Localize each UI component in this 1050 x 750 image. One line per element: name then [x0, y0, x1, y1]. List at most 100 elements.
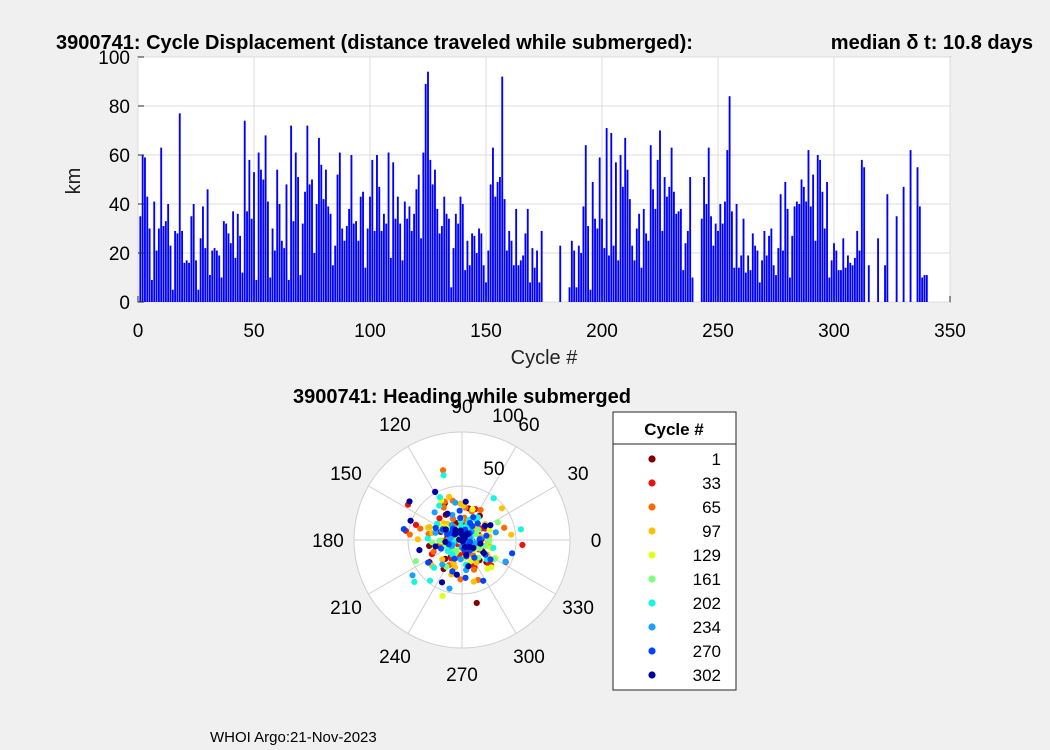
polar-point	[407, 531, 413, 537]
bar	[415, 189, 417, 302]
footer-text: WHOI Argo:21-Nov-2023	[210, 729, 377, 746]
bar	[276, 170, 278, 302]
bar	[538, 282, 540, 302]
bar	[919, 206, 921, 302]
bar	[371, 160, 373, 302]
bar	[754, 246, 756, 302]
polar-point	[460, 538, 466, 544]
bar	[302, 224, 304, 302]
bar	[780, 194, 782, 302]
bar	[715, 224, 717, 302]
bar	[334, 246, 336, 302]
bar	[664, 177, 666, 302]
bar	[402, 260, 404, 302]
bar	[652, 189, 654, 302]
bar	[849, 263, 851, 302]
bar	[678, 211, 680, 302]
bar	[381, 231, 383, 302]
polar-point	[413, 558, 419, 564]
polar-point	[502, 558, 508, 564]
legend-marker	[648, 479, 655, 486]
bar	[842, 238, 844, 302]
bar	[845, 268, 847, 302]
polar-point	[493, 529, 499, 535]
polar-radius-label: 50	[483, 459, 504, 480]
bar	[487, 251, 489, 302]
bar	[796, 202, 798, 302]
bar	[571, 241, 573, 302]
bar	[211, 251, 213, 302]
polar-angle-label: 240	[379, 647, 411, 668]
polar-point	[427, 578, 433, 584]
polar-point	[439, 579, 445, 585]
bar-x-ticks: 0 50 100 150 200 250 300 350	[133, 296, 966, 342]
polar-point	[491, 495, 497, 501]
bar	[473, 236, 475, 302]
polar-radius-label: 100	[492, 406, 524, 427]
bar-chart: 3900741: Cycle Displacement (distance tr…	[56, 32, 1033, 369]
bar	[622, 187, 624, 302]
legend-item-label: 1	[712, 450, 721, 469]
bar-chart-title: 3900741: Cycle Displacement (distance tr…	[56, 32, 693, 54]
polar-point	[469, 523, 475, 529]
bar	[265, 135, 267, 302]
polar-point	[477, 541, 483, 547]
polar-point	[471, 567, 477, 573]
bar	[812, 175, 814, 302]
bar	[629, 199, 631, 302]
polar-point	[463, 499, 469, 505]
bar	[527, 209, 529, 302]
bar	[283, 248, 285, 302]
bar	[378, 187, 380, 302]
bar	[299, 275, 301, 302]
bar	[462, 204, 464, 302]
bar	[337, 175, 339, 302]
polar-point	[415, 536, 421, 542]
polar-point	[425, 535, 431, 541]
bar	[320, 165, 322, 302]
bar	[687, 231, 689, 302]
bar	[750, 270, 752, 302]
bar	[202, 206, 204, 302]
bar	[831, 260, 833, 302]
polar-point	[467, 539, 473, 545]
bar	[367, 229, 369, 303]
polar-point	[432, 509, 438, 515]
bar	[810, 206, 812, 302]
bar	[499, 177, 501, 302]
bar	[654, 209, 656, 302]
bar	[689, 177, 691, 302]
polar-point	[437, 494, 443, 500]
bar	[450, 287, 452, 302]
bar	[260, 170, 262, 302]
bar	[288, 280, 290, 302]
polar-point	[416, 547, 422, 553]
bar	[241, 273, 243, 302]
bar	[896, 216, 898, 302]
bar	[775, 275, 777, 302]
bar	[411, 231, 413, 302]
bar	[151, 280, 153, 302]
polar-point	[442, 539, 448, 545]
bar	[608, 255, 610, 302]
polar-point	[469, 506, 475, 512]
bar	[195, 260, 197, 302]
bar	[717, 231, 719, 302]
bar	[332, 265, 334, 302]
bar	[246, 211, 248, 302]
bar	[469, 265, 471, 302]
polar-point	[432, 543, 438, 549]
bar	[770, 229, 772, 303]
bar	[701, 219, 703, 302]
bar	[376, 155, 378, 302]
bar	[534, 268, 536, 302]
bar	[464, 270, 466, 302]
bar	[309, 184, 311, 302]
bar	[675, 214, 677, 302]
bar	[599, 157, 601, 302]
bar	[413, 214, 415, 302]
bar	[174, 231, 176, 302]
bar	[362, 192, 364, 302]
bar	[840, 270, 842, 302]
bar	[511, 241, 513, 302]
